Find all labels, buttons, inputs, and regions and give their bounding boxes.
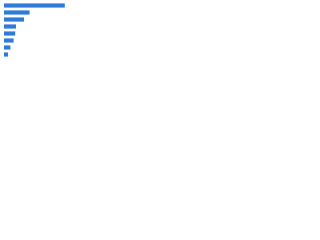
bar [4,3,65,8]
bar [4,45,11,50]
chart [0,0,100,71]
bar [4,38,14,43]
bar [4,10,30,15]
page: {"chart_data": {"type": "bar", "orientat… [0,0,100,71]
bar [4,31,16,36]
bar [4,52,8,57]
bar [4,24,16,29]
bar [4,17,24,22]
